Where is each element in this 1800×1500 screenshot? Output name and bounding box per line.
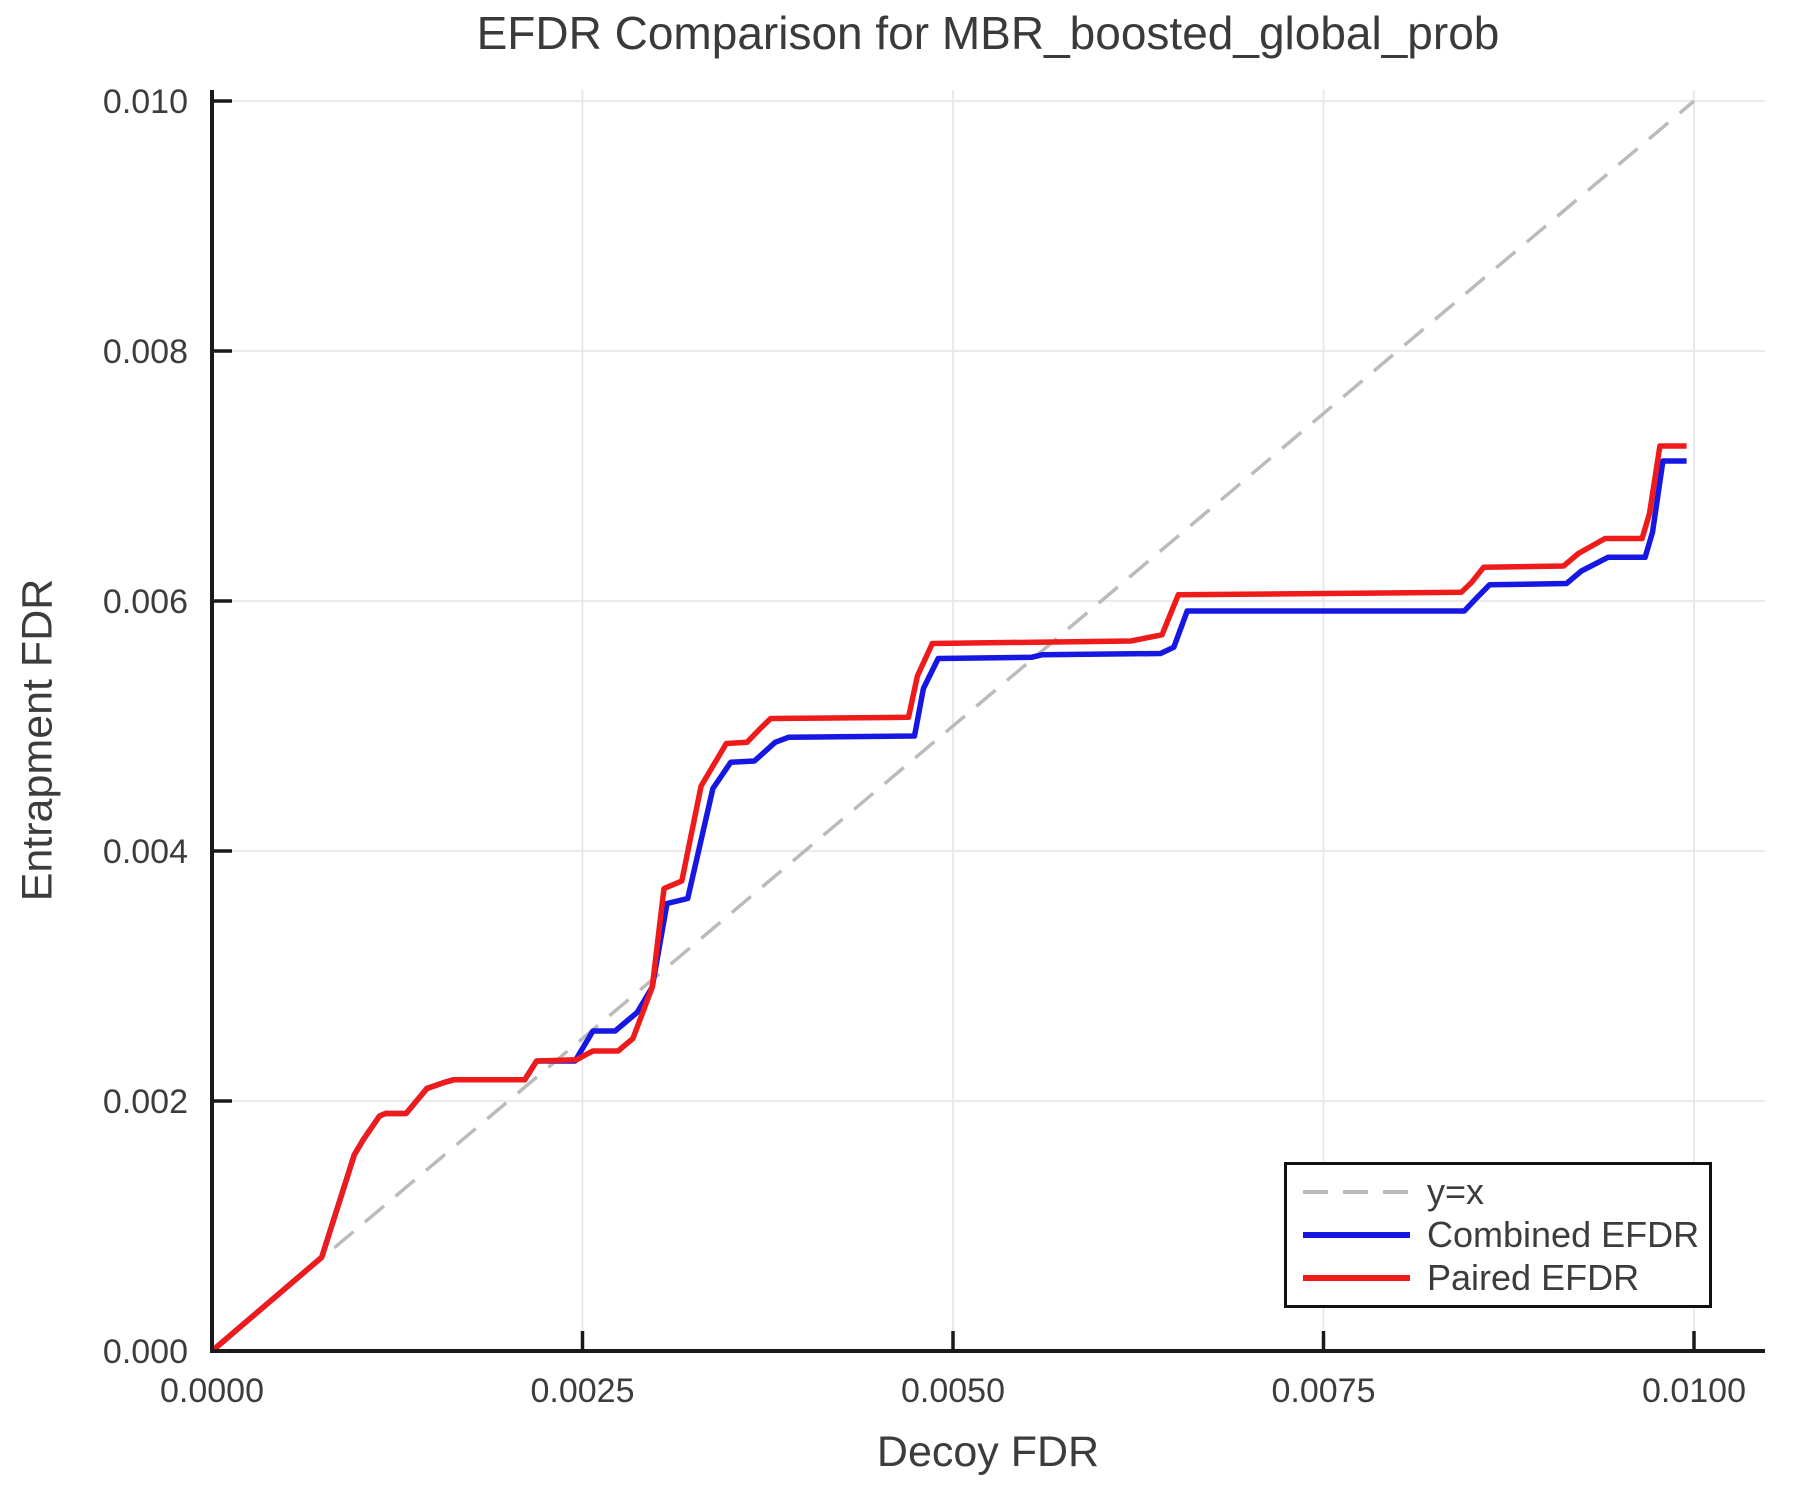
- legend-label-combined: Combined EFDR: [1427, 1213, 1700, 1255]
- x-tick-label: 0.0000: [160, 1372, 264, 1410]
- y-tick-label: 0.010: [103, 83, 188, 121]
- legend: y=x Combined EFDR Paired EFDR: [1284, 1162, 1712, 1308]
- identity-line: [210, 99, 1696, 1353]
- legend-label-paired: Paired EFDR: [1427, 1256, 1640, 1298]
- legend-sample-paired-line: [1303, 1274, 1410, 1281]
- chart-title: EFDR Comparison for MBR_boosted_global_p…: [476, 7, 1500, 59]
- x-tick-label: 0.0050: [901, 1372, 1005, 1410]
- x-tick-label: 0.0075: [1272, 1372, 1376, 1410]
- legend-item-identity: y=x: [1303, 1174, 1709, 1210]
- x-axis-label: Decoy FDR: [876, 1428, 1100, 1476]
- legend-item-paired: Paired EFDR: [1303, 1256, 1709, 1298]
- paired-efdr-line: [210, 443, 1687, 1354]
- legend-item-combined: Combined EFDR: [1303, 1213, 1709, 1255]
- x-tick-label: 0.0100: [1642, 1372, 1746, 1410]
- x-tick-label: 0.0025: [531, 1372, 635, 1410]
- legend-sample-combined-line: [1303, 1231, 1410, 1238]
- legend-label-identity: y=x: [1427, 1171, 1485, 1213]
- y-tick-label: 0.006: [103, 583, 188, 621]
- legend-sample-identity-line: [1303, 1190, 1410, 1195]
- y-tick-label: 0.004: [103, 833, 188, 871]
- y-tick-label: 0.000: [103, 1333, 188, 1371]
- y-tick-label: 0.008: [103, 333, 188, 371]
- y-tick-label: 0.002: [103, 1083, 188, 1121]
